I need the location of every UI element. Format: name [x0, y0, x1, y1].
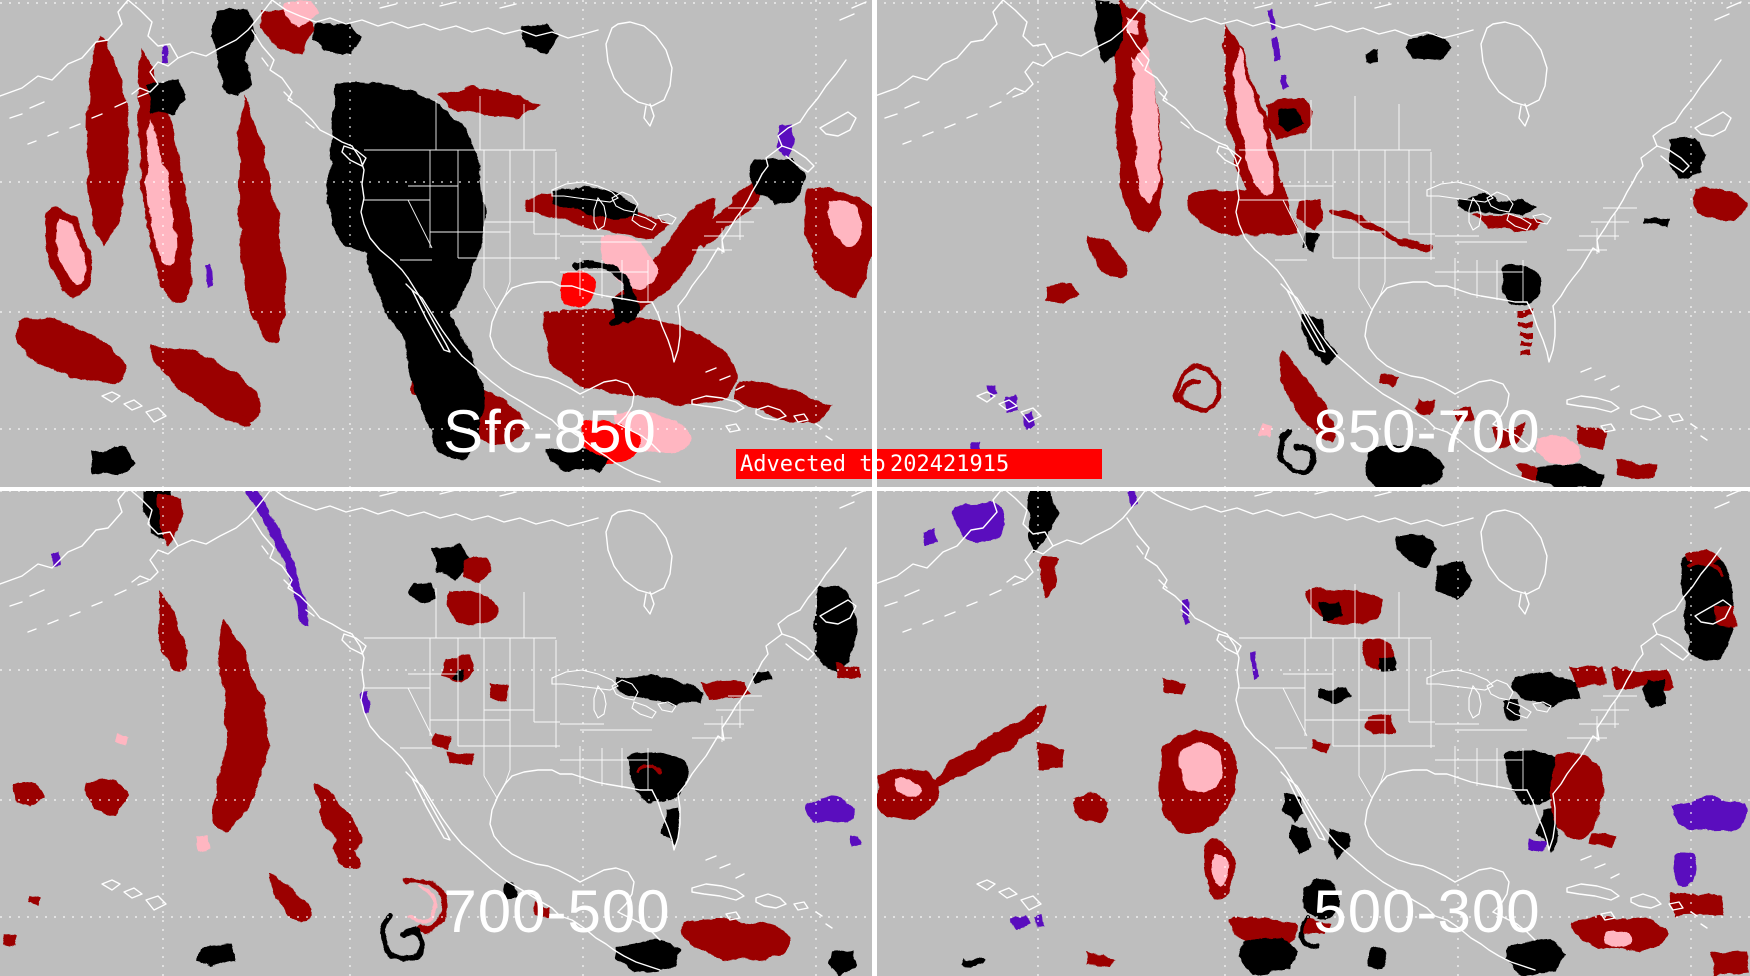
moisture-shading-500-300 — [875, 488, 1750, 975]
banner-prefix-text: Advected to — [740, 452, 886, 477]
panel-sfc-850: Sfc-850 — [0, 0, 875, 488]
panel-label-sfc-850: Sfc-850 — [443, 398, 657, 465]
panel-label-850-700: 850-700 — [1313, 398, 1540, 465]
moisture-shading-sfc-850 — [17, 1, 874, 478]
panel-label-700-500: 700-500 — [443, 878, 670, 945]
panel-700-500: 700-500 — [0, 488, 875, 976]
striped-band — [1518, 311, 1534, 356]
banner-timestamp-text: 202421915 — [890, 452, 1009, 477]
panel-divider-horizontal — [0, 487, 1750, 491]
banner-background — [736, 449, 1102, 479]
panel-850-700: 850-700 — [875, 0, 1750, 488]
panel-label-500-300: 500-300 — [1313, 878, 1540, 945]
moisture-shading-850-700 — [971, 0, 1749, 488]
advection-banner: Advected to 202421915 — [736, 449, 1102, 479]
moisture-shading-700-500 — [2, 488, 862, 975]
panel-500-300: 500-300 — [875, 488, 1750, 976]
